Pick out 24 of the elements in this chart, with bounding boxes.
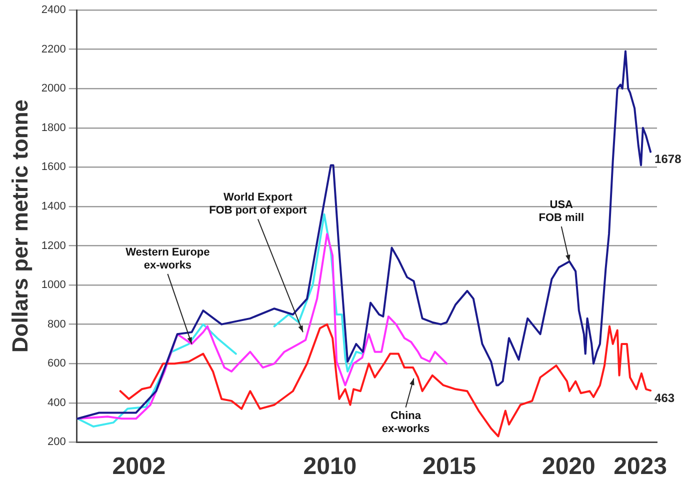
data-label: 463 <box>654 390 675 405</box>
y-tick-label: 1400 <box>41 200 66 212</box>
data-label: 1678 <box>654 152 682 166</box>
y-tick-label: 1000 <box>41 279 66 292</box>
y-tick-label: 600 <box>48 358 66 370</box>
y-tick-label: 800 <box>48 318 66 330</box>
x-tick-label: 2010 <box>303 453 357 480</box>
y-tick-label: 1200 <box>41 240 66 252</box>
y-tick-label: 2200 <box>41 43 66 56</box>
y-tick-label: 1800 <box>41 122 66 134</box>
x-tick-label: 2020 <box>542 453 596 480</box>
x-tick-label: 2002 <box>112 453 166 480</box>
annotation: China ex-works <box>382 410 430 435</box>
y-tick-label: 400 <box>48 396 66 409</box>
y-tick-label: 2400 <box>41 4 66 16</box>
y-tick-label: 2000 <box>41 82 66 95</box>
annotation: World Export FOB port of export <box>209 192 308 217</box>
y-tick-label: 1600 <box>41 161 66 174</box>
x-tick-label: 2023 <box>614 453 667 480</box>
y-axis-title: Dollars per metric tonne <box>7 100 32 353</box>
y-tick-label: 200 <box>48 436 66 448</box>
annotation: USA FOB mill <box>538 198 584 224</box>
x-tick-label: 2015 <box>422 453 476 480</box>
annotation: Western Europe ex-works <box>126 246 210 272</box>
